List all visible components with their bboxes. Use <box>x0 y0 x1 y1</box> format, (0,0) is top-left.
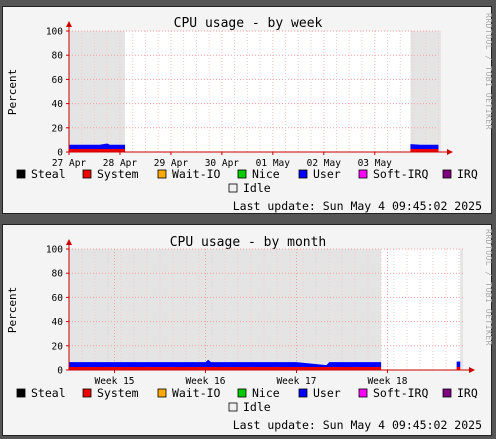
system-area <box>69 148 126 152</box>
unknown-data-band <box>460 249 463 370</box>
legend-swatch <box>358 169 368 179</box>
legend-item: User <box>298 386 341 400</box>
system-area <box>410 148 439 152</box>
x-tick-label: 28 Apr <box>103 158 138 169</box>
legend-label: Idle <box>243 400 271 414</box>
y-axis-label: Percent <box>6 69 19 115</box>
legend-label: Wait-IO <box>172 386 221 400</box>
legend-swatch <box>237 169 247 179</box>
legend-item: Nice <box>237 386 280 400</box>
unknown-data-band <box>69 31 126 152</box>
legend-swatch <box>228 402 238 412</box>
legend-label: User <box>313 386 341 400</box>
system-area <box>69 366 382 370</box>
x-tick-label: Week 18 <box>367 376 407 387</box>
legend-swatch <box>16 169 26 179</box>
legend-swatch <box>237 388 247 398</box>
user-area <box>410 144 439 149</box>
legend-swatch <box>16 388 26 398</box>
legend-label: System <box>97 167 139 181</box>
chart-title: CPU usage - by month <box>170 235 327 250</box>
y-tick-label: 40 <box>52 99 64 110</box>
y-axis-arrow <box>66 239 72 245</box>
legend-swatch <box>298 169 308 179</box>
x-tick-label: 30 Apr <box>205 158 240 169</box>
x-tick-label: Week 17 <box>276 376 316 387</box>
legend-item: IRQ <box>442 167 478 181</box>
y-tick-label: 100 <box>46 27 63 38</box>
x-axis-arrow <box>469 367 475 373</box>
legend-item: System <box>82 386 139 400</box>
x-tick-label: 27 Apr <box>52 158 87 169</box>
y-tick-label: 40 <box>52 317 64 328</box>
y-axis-arrow <box>66 21 72 27</box>
legend-swatch <box>82 388 92 398</box>
user-area <box>69 359 382 367</box>
user-area <box>69 143 126 149</box>
legend-item: Steal <box>16 167 66 181</box>
legend-label: Nice <box>252 167 280 181</box>
y-axis-label: Percent <box>6 287 19 333</box>
legend-label: User <box>313 167 341 181</box>
legend-item: Nice <box>237 167 280 181</box>
legend-swatch <box>157 169 167 179</box>
x-axis-arrow <box>447 149 453 155</box>
y-tick-label: 60 <box>52 75 64 86</box>
legend-swatch <box>228 183 238 193</box>
legend-item: Wait-IO <box>157 167 221 181</box>
last-update-text: Last update: Sun May 4 09:45:02 2025 <box>233 418 482 432</box>
legend-swatch <box>82 169 92 179</box>
legend-item: Idle <box>228 181 271 195</box>
rrdtool-watermark: RRDTOOL / TOBI OETIKER <box>484 13 493 130</box>
cpu-week-chart-panel: CPU usage - by week Percent RRDTOOL / TO… <box>2 6 493 214</box>
legend-item: Idle <box>228 400 271 414</box>
legend-label: IRQ <box>457 386 478 400</box>
legend-item: Soft-IRQ <box>358 167 428 181</box>
user-area <box>456 361 461 367</box>
last-update-text: Last update: Sun May 4 09:45:02 2025 <box>233 199 482 213</box>
legend-item: Soft-IRQ <box>358 386 428 400</box>
cpu-month-chart: CPU usage - by month Percent RRDTOOL / T… <box>6 229 493 432</box>
legend-item: Wait-IO <box>157 386 221 400</box>
y-tick-label: 80 <box>52 269 64 280</box>
rrdtool-watermark: RRDTOOL / TOBI OETIKER <box>484 229 493 346</box>
legend-label: IRQ <box>457 167 478 181</box>
y-tick-label: 100 <box>46 245 63 256</box>
x-tick-label: 29 Apr <box>154 158 189 169</box>
legend-item: Steal <box>16 386 66 400</box>
legend-swatch <box>298 388 308 398</box>
legend-label: Soft-IRQ <box>373 386 428 400</box>
y-tick-label: 20 <box>52 123 64 134</box>
y-tick-label: 60 <box>52 293 64 304</box>
legend-label: Soft-IRQ <box>373 167 428 181</box>
legend-label: Nice <box>252 386 280 400</box>
x-tick-label: Week 15 <box>94 376 134 387</box>
legend-swatch <box>157 388 167 398</box>
legend-swatch <box>442 169 452 179</box>
y-tick-label: 0 <box>57 366 63 377</box>
cpu-week-chart: CPU usage - by week Percent RRDTOOL / TO… <box>6 13 493 213</box>
chart-title: CPU usage - by week <box>174 16 323 31</box>
system-area <box>456 366 461 370</box>
x-tick-label: 03 May <box>358 158 393 169</box>
legend-item: User <box>298 167 341 181</box>
x-tick-label: 02 May <box>307 158 342 169</box>
legend-label: Steal <box>31 386 66 400</box>
plot-area <box>69 31 441 152</box>
y-tick-label: 80 <box>52 51 64 62</box>
x-tick-label: Week 16 <box>185 376 225 387</box>
legend-item: System <box>82 167 139 181</box>
x-tick-label: 01 May <box>256 158 291 169</box>
legend-swatch <box>358 388 368 398</box>
y-tick-label: 20 <box>52 341 64 352</box>
legend-label: Wait-IO <box>172 167 221 181</box>
legend-label: Steal <box>31 167 66 181</box>
legend-label: System <box>97 386 139 400</box>
y-tick-label: 0 <box>57 148 63 159</box>
cpu-month-chart-panel: CPU usage - by month Percent RRDTOOL / T… <box>2 224 493 436</box>
legend-swatch <box>442 388 452 398</box>
legend-label: Idle <box>243 181 271 195</box>
legend-item: IRQ <box>442 386 478 400</box>
